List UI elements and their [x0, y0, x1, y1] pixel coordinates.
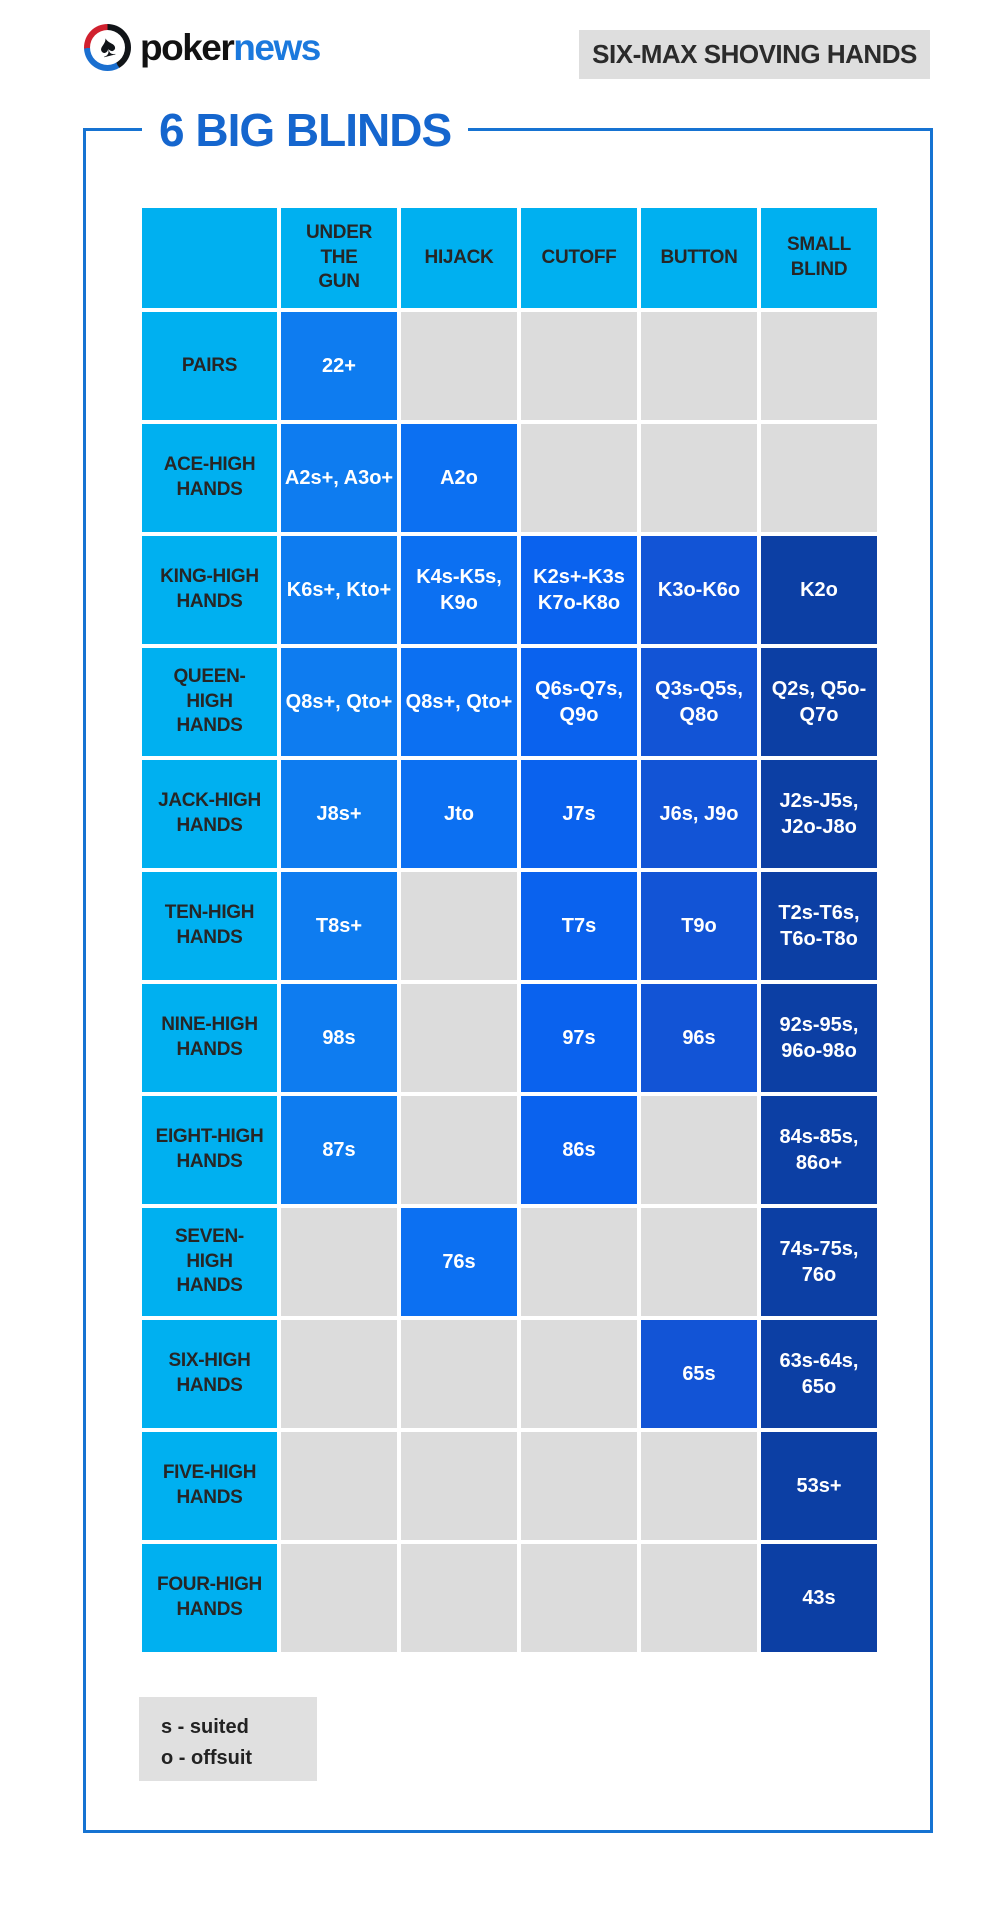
logo-text-news: news [233, 26, 321, 68]
empty-cell [281, 1544, 397, 1652]
logo-text-poker: poker [140, 26, 235, 68]
hand-cell: K6s+, Kto+ [281, 536, 397, 644]
empty-cell [401, 872, 517, 980]
empty-cell [521, 1208, 637, 1316]
legend-suited: s - suited [161, 1716, 249, 1738]
row-label-10: FIVE-HIGH HANDS [142, 1432, 277, 1540]
panel-title: 6 BIG BLINDS [142, 100, 469, 160]
empty-cell [281, 1320, 397, 1428]
row-label-5: TEN-HIGH HANDS [142, 872, 277, 980]
row-label-1: ACE-HIGH HANDS [142, 424, 277, 532]
hand-cell: 86s [521, 1096, 637, 1204]
hand-cell: 87s [281, 1096, 397, 1204]
hand-cell: K2s+-K3s K7o-K8o [521, 536, 637, 644]
hand-cell: K2o [761, 536, 877, 644]
hand-cell: Q2s, Q5o-Q7o [761, 648, 877, 756]
empty-cell [521, 1432, 637, 1540]
empty-cell [281, 1208, 397, 1316]
empty-cell [761, 312, 877, 420]
row-label-3: QUEEN-HIGH HANDS [142, 648, 277, 756]
hand-cell: J6s, J9o [641, 760, 757, 868]
row-label-11: FOUR-HIGH HANDS [142, 1544, 277, 1652]
hand-cell: A2s+, A3o+ [281, 424, 397, 532]
empty-cell [521, 312, 637, 420]
hand-cell: 65s [641, 1320, 757, 1428]
hand-cell: Q3s-Q5s, Q8o [641, 648, 757, 756]
empty-cell [641, 312, 757, 420]
corner-cell [142, 208, 277, 308]
empty-cell [401, 984, 517, 1092]
hand-cell: J8s+ [281, 760, 397, 868]
panel-frame: 6 BIG BLINDS UNDER THE GUN HIJACK CUTOFF BU… [83, 100, 933, 1833]
empty-cell [641, 1208, 757, 1316]
empty-cell [521, 424, 637, 532]
empty-cell [641, 424, 757, 532]
legend-box: s - suited o - offsuit [139, 1697, 317, 1781]
column-header-button: BUTTON [641, 208, 757, 308]
hand-cell: T9o [641, 872, 757, 980]
hand-cell: K4s-K5s, K9o [401, 536, 517, 644]
hand-cell: 84s-85s, 86o+ [761, 1096, 877, 1204]
row-label-9: SIX-HIGH HANDS [142, 1320, 277, 1428]
empty-cell [521, 1544, 637, 1652]
hand-cell: J7s [521, 760, 637, 868]
hand-cell: 43s [761, 1544, 877, 1652]
hand-cell: Q8s+, Qto+ [401, 648, 517, 756]
spade-icon: ♠ [84, 24, 131, 71]
hand-cell: 92s-95s, 96o-98o [761, 984, 877, 1092]
hand-cell: 97s [521, 984, 637, 1092]
hand-cell: 53s+ [761, 1432, 877, 1540]
hand-cell: K3o-K6o [641, 536, 757, 644]
row-label-8: SEVEN-HIGH HANDS [142, 1208, 277, 1316]
hand-cell: 96s [641, 984, 757, 1092]
legend-offsuit: o - offsuit [161, 1747, 253, 1769]
pokernews-logo: ♠ pokernews [84, 24, 321, 71]
column-header-hijack: HIJACK [401, 208, 517, 308]
empty-cell [401, 1096, 517, 1204]
hand-cell: Jto [401, 760, 517, 868]
column-header-cutoff: CUTOFF [521, 208, 637, 308]
empty-cell [401, 1544, 517, 1652]
logo-wordmark: pokernews [140, 26, 321, 69]
empty-cell [401, 1320, 517, 1428]
hand-cell: 74s-75s, 76o [761, 1208, 877, 1316]
row-label-0: PAIRS [142, 312, 277, 420]
hand-cell: T8s+ [281, 872, 397, 980]
empty-cell [641, 1544, 757, 1652]
column-header-small-blind: SMALL BLIND [761, 208, 877, 308]
hand-cell: 98s [281, 984, 397, 1092]
row-label-7: EIGHT-HIGH HANDS [142, 1096, 277, 1204]
empty-cell [401, 1432, 517, 1540]
shove-table: UNDER THE GUN HIJACK CUTOFF BUTTON SMALL BLI… [142, 208, 877, 1652]
empty-cell [761, 424, 877, 532]
hand-cell: J2s-J5s, J2o-J8o [761, 760, 877, 868]
row-label-2: KING-HIGH HANDS [142, 536, 277, 644]
row-label-4: JACK-HIGH HANDS [142, 760, 277, 868]
hand-cell: 76s [401, 1208, 517, 1316]
empty-cell [281, 1432, 397, 1540]
empty-cell [521, 1320, 637, 1428]
row-label-6: NINE-HIGH HANDS [142, 984, 277, 1092]
hand-cell: Q8s+, Qto+ [281, 648, 397, 756]
hand-cell: 63s-64s, 65o [761, 1320, 877, 1428]
hand-cell: Q6s-Q7s, Q9o [521, 648, 637, 756]
hand-cell: T7s [521, 872, 637, 980]
empty-cell [641, 1432, 757, 1540]
empty-cell [401, 312, 517, 420]
hand-cell: 22+ [281, 312, 397, 420]
chart-type-badge: SIX-MAX SHOVING HANDS [579, 30, 930, 79]
hand-cell: A2o [401, 424, 517, 532]
empty-cell [641, 1096, 757, 1204]
hand-cell: T2s-T6s, T6o-T8o [761, 872, 877, 980]
column-header-under-the-gun: UNDER THE GUN [281, 208, 397, 308]
